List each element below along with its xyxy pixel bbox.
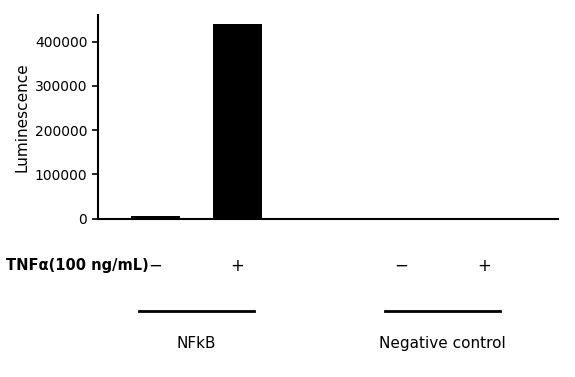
Text: −: − — [148, 257, 162, 275]
Text: +: + — [231, 257, 244, 275]
Bar — [213, 24, 262, 219]
Text: +: + — [477, 257, 490, 275]
Bar — [459, 218, 508, 219]
Text: NFkB: NFkB — [177, 336, 216, 351]
Text: TNFα(100 ng/mL): TNFα(100 ng/mL) — [6, 258, 148, 273]
Y-axis label: Luminescence: Luminescence — [14, 62, 29, 172]
Text: Negative control: Negative control — [380, 336, 506, 351]
Bar — [377, 218, 426, 219]
Text: −: − — [395, 257, 409, 275]
Bar — [131, 216, 180, 219]
